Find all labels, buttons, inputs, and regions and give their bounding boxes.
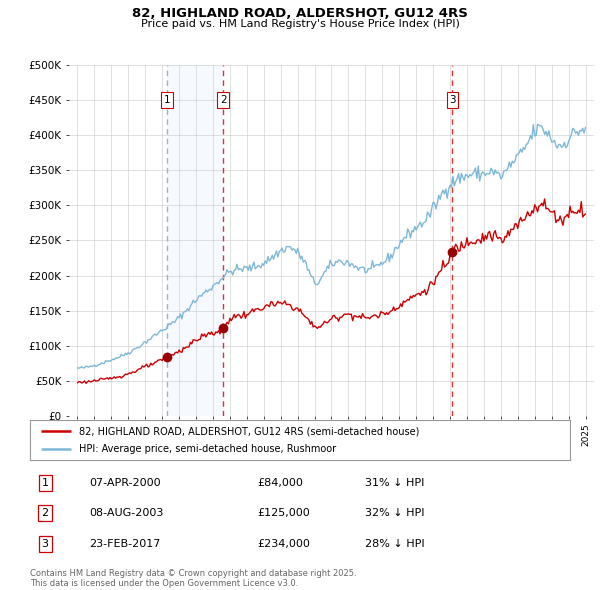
- Text: £84,000: £84,000: [257, 478, 302, 487]
- Text: 2: 2: [41, 509, 49, 518]
- Text: Contains HM Land Registry data © Crown copyright and database right 2025.
This d: Contains HM Land Registry data © Crown c…: [30, 569, 356, 588]
- Text: HPI: Average price, semi-detached house, Rushmoor: HPI: Average price, semi-detached house,…: [79, 444, 336, 454]
- Text: 1: 1: [163, 95, 170, 105]
- Text: Price paid vs. HM Land Registry's House Price Index (HPI): Price paid vs. HM Land Registry's House …: [140, 19, 460, 30]
- Text: 31% ↓ HPI: 31% ↓ HPI: [365, 478, 424, 487]
- Text: 82, HIGHLAND ROAD, ALDERSHOT, GU12 4RS: 82, HIGHLAND ROAD, ALDERSHOT, GU12 4RS: [132, 7, 468, 20]
- Text: 82, HIGHLAND ROAD, ALDERSHOT, GU12 4RS (semi-detached house): 82, HIGHLAND ROAD, ALDERSHOT, GU12 4RS (…: [79, 427, 419, 437]
- Text: 32% ↓ HPI: 32% ↓ HPI: [365, 509, 424, 518]
- Bar: [167, 65, 223, 416]
- Text: 28% ↓ HPI: 28% ↓ HPI: [365, 539, 424, 549]
- Text: £234,000: £234,000: [257, 539, 310, 549]
- Text: 07-APR-2000: 07-APR-2000: [89, 478, 161, 487]
- Text: £125,000: £125,000: [257, 509, 310, 518]
- Text: 23-FEB-2017: 23-FEB-2017: [89, 539, 161, 549]
- Text: 3: 3: [41, 539, 49, 549]
- Text: 2: 2: [220, 95, 226, 105]
- Text: 08-AUG-2003: 08-AUG-2003: [89, 509, 164, 518]
- Text: 3: 3: [449, 95, 456, 105]
- Text: 1: 1: [41, 478, 49, 487]
